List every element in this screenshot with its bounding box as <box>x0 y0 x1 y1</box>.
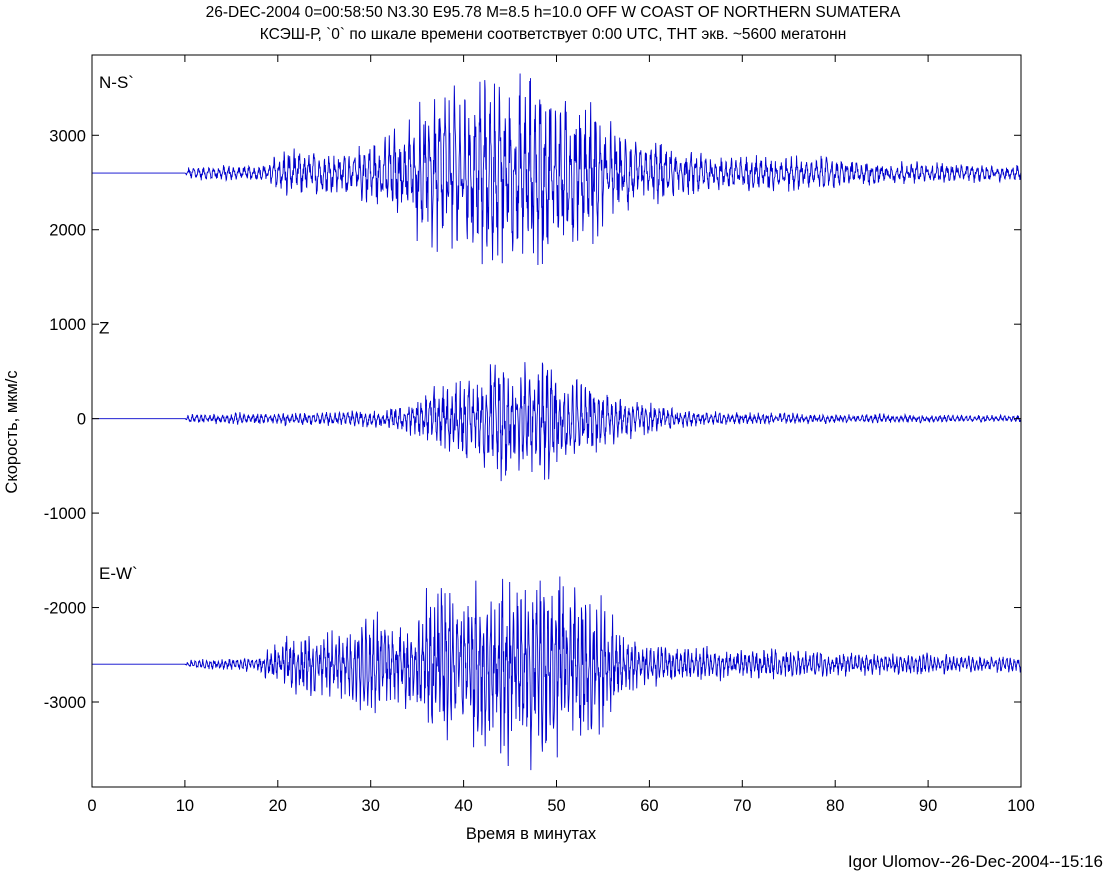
x-axis-label: Время в минутах <box>466 825 597 843</box>
x-tick-label: 40 <box>454 797 472 815</box>
x-tick-label: 60 <box>640 797 658 815</box>
trace-line-2 <box>92 576 1022 771</box>
traces-layer <box>92 73 1022 771</box>
y-tick-label: 0 <box>77 411 86 429</box>
y-tick-label: -2000 <box>44 600 86 618</box>
series-label-2: E-W` <box>99 564 138 583</box>
y-tick-label: -3000 <box>44 694 86 712</box>
series-labels: N-S` Z E-W` <box>99 73 138 583</box>
x-tick-label: 90 <box>919 797 937 815</box>
trace-line-1 <box>92 362 1022 482</box>
y-tick-label: -1000 <box>44 505 86 523</box>
chart-title: 26-DEC-2004 0=00:58:50 N3.30 E95.78 M=8.… <box>206 4 901 21</box>
x-tick-label: 70 <box>733 797 751 815</box>
y-tick-label: 3000 <box>49 127 86 145</box>
y-axis-label: Скорость, мкм/с <box>3 370 21 493</box>
y-axis-ticks: -3000 -2000 -1000 0 1000 2000 3000 <box>44 127 1021 712</box>
x-tick-label: 50 <box>547 797 565 815</box>
series-label-0: N-S` <box>99 73 134 92</box>
x-axis-ticks: 0 10 20 30 40 50 60 70 80 90 100 <box>87 55 1035 815</box>
y-tick-label: 2000 <box>49 222 86 240</box>
x-tick-label: 100 <box>1007 797 1035 815</box>
x-tick-label: 30 <box>362 797 380 815</box>
chart-subtitle: КСЭШ-Р, `0` по шкале времени соответству… <box>260 26 847 43</box>
trace-line-0 <box>92 73 1022 265</box>
series-label-1: Z <box>99 319 109 338</box>
x-tick-label: 10 <box>176 797 194 815</box>
credit-text: Igor Ulomov--26-Dec-2004--15:16 <box>848 852 1103 871</box>
x-tick-label: 0 <box>87 797 96 815</box>
x-tick-label: 80 <box>826 797 844 815</box>
x-tick-label: 20 <box>269 797 287 815</box>
y-tick-label: 1000 <box>49 316 86 334</box>
